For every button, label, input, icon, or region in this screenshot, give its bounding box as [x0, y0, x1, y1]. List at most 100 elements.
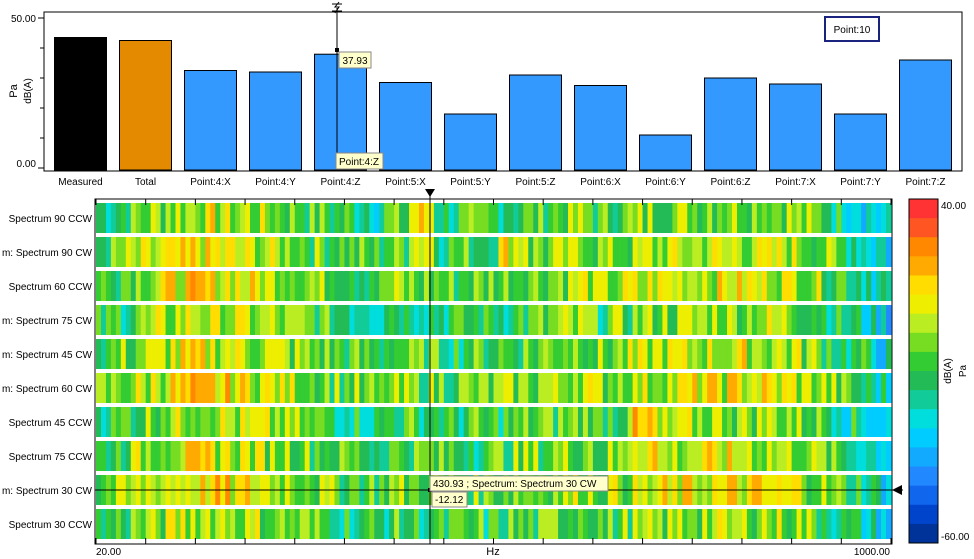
bar-point-6-z[interactable] [704, 77, 757, 171]
bar-point-7-y[interactable] [834, 113, 887, 171]
heatmap-cell [856, 237, 862, 267]
heatmap-cell [185, 237, 192, 267]
heatmap-cell [627, 271, 634, 301]
heatmap-cell [573, 237, 579, 267]
heatmap-cell [404, 509, 410, 539]
heatmap-cell [866, 509, 872, 539]
heatmap-cell [513, 271, 519, 301]
heatmap-cell [364, 271, 370, 301]
heatmap-cell [349, 407, 355, 437]
heatmap-cell [210, 509, 216, 539]
bar-point-4-y[interactable] [249, 71, 302, 171]
colorbar-cell [909, 428, 938, 448]
heatmap-cell [463, 339, 470, 369]
heatmap-cell [702, 203, 708, 233]
heatmap-cell [379, 373, 385, 403]
bar-measured[interactable] [54, 37, 107, 171]
cursor-handle-icon[interactable] [332, 1, 342, 14]
heatmap-cursor-right-arrow-icon[interactable] [892, 485, 902, 495]
heatmap-cell [702, 407, 708, 437]
heatmap-cell [414, 271, 420, 301]
heatmap-cell [722, 441, 728, 471]
heatmap-cell [553, 203, 559, 233]
heatmap-cell [617, 509, 624, 539]
heatmap-cell [881, 441, 887, 471]
heatmap-cell [796, 237, 803, 267]
heatmap-cell [289, 271, 296, 301]
bar-point-6-x[interactable] [574, 85, 627, 171]
heatmap-cell [438, 271, 445, 301]
bar-point-5-y[interactable] [444, 113, 497, 171]
heatmap-cell [548, 203, 554, 233]
bar-point-7-x[interactable] [769, 83, 822, 171]
colorbar-cell [909, 447, 938, 468]
bar-point-5-z[interactable] [509, 74, 562, 171]
heatmap-cell [205, 407, 211, 437]
bar-category-label: Point:4:Z [320, 177, 360, 188]
heatmap-cell [309, 339, 316, 369]
heatmap-row[interactable] [96, 441, 892, 471]
heatmap-cell [269, 441, 276, 471]
heatmap-row[interactable] [96, 271, 892, 301]
heatmap-cell [652, 339, 659, 369]
heatmap-cell [558, 271, 564, 301]
heatmap-cell [274, 339, 281, 369]
heatmap-cell [612, 305, 619, 335]
heatmap-cell [717, 509, 723, 539]
heatmap-cell [756, 407, 763, 437]
heatmap-cell [215, 237, 221, 267]
heatmap-cell [404, 407, 410, 437]
heatmap-cell [866, 373, 872, 403]
selection-box[interactable] [824, 16, 880, 42]
heatmap-cell [245, 509, 251, 539]
heatmap-row[interactable] [96, 203, 892, 233]
heatmap-row[interactable] [96, 305, 892, 335]
heatmap-cell [160, 441, 167, 471]
heatmap-cell [120, 305, 127, 335]
heatmap-cell [394, 441, 400, 471]
heatmap-row[interactable] [96, 407, 892, 437]
heatmap-cell [210, 305, 216, 335]
heatmap-cell [876, 407, 882, 437]
heatmap-cell [627, 373, 634, 403]
bar-point-6-y[interactable] [639, 134, 692, 171]
heatmap-cell [722, 339, 728, 369]
heatmap-cell [329, 373, 336, 403]
heatmap-cursor-top-arrow-icon[interactable] [425, 189, 435, 197]
heatmap-row[interactable] [96, 339, 892, 369]
heatmap-cell [225, 509, 231, 539]
heatmap-row-label: m: Spectrum 90 CW [2, 248, 93, 259]
heatmap-cell [702, 509, 708, 539]
bar-cursor-category: Point:4:Z [339, 157, 379, 168]
heatmap-cell [687, 441, 693, 471]
heatmap-cell [652, 509, 659, 539]
heatmap-cell [766, 339, 773, 369]
heatmap-cell [707, 407, 713, 437]
heatmap-cell [741, 305, 748, 335]
heatmap-row[interactable] [96, 237, 892, 267]
heatmap-cell [255, 373, 261, 403]
bar-point-4-x[interactable] [184, 70, 237, 171]
bar-total[interactable] [119, 40, 172, 171]
heatmap-cell [150, 441, 157, 471]
heatmap-cell [617, 407, 624, 437]
bar-point-7-z[interactable] [899, 59, 952, 171]
heatmap-cell [543, 305, 549, 335]
heatmap-cell [220, 305, 226, 335]
heatmap-cell [697, 407, 703, 437]
heatmap-cell [339, 237, 346, 267]
heatmap-cell [294, 509, 301, 539]
heatmap-cell [289, 237, 296, 267]
heatmap-cell [846, 407, 852, 437]
bar-point-4-z[interactable] [314, 53, 367, 171]
heatmap-row[interactable] [96, 509, 892, 539]
bar-point-5-x[interactable] [379, 82, 432, 171]
heatmap-cell [846, 441, 852, 471]
heatmap-cell [786, 203, 793, 233]
heatmap-cell [433, 441, 440, 471]
heatmap-cell [304, 509, 311, 539]
heatmap-cell [796, 305, 803, 335]
heatmap-cell [866, 271, 872, 301]
heatmap-cell [145, 339, 152, 369]
heatmap-row[interactable] [96, 373, 892, 403]
